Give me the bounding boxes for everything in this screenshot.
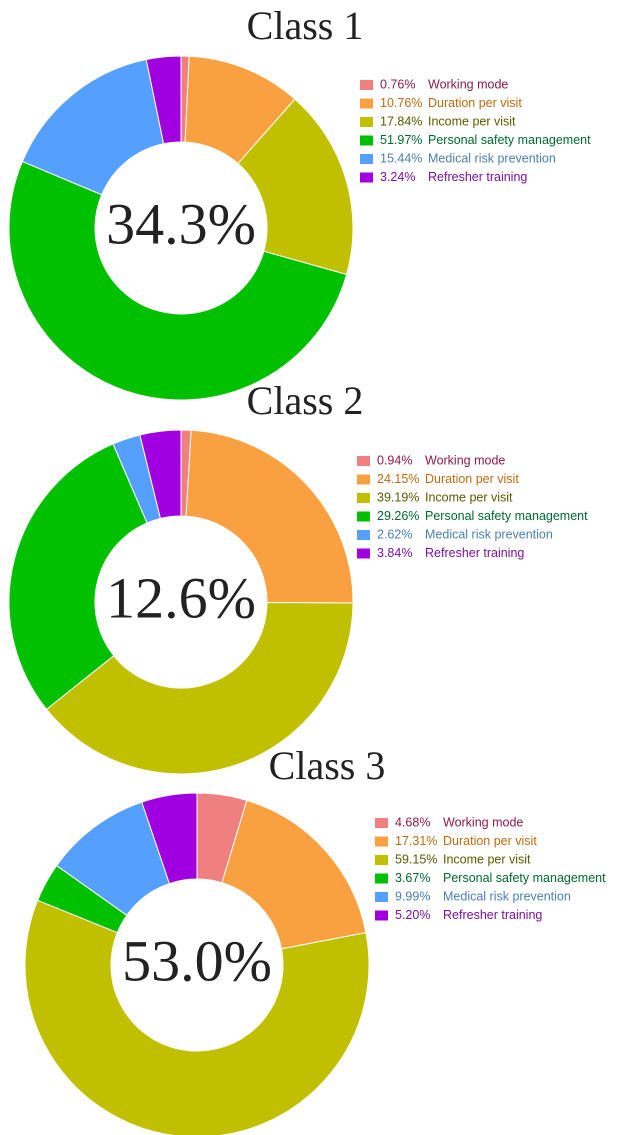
legend-label: Refresher training: [443, 908, 542, 922]
legend-label: Medical risk prevention: [425, 527, 553, 541]
legend-label: Medical risk prevention: [443, 889, 571, 903]
chart-title: Class 1: [247, 3, 364, 48]
chart-title: Class 2: [247, 378, 364, 423]
legend-label: Personal safety management: [428, 133, 591, 147]
legend-swatch: [375, 818, 388, 828]
legend-value: 3.67%: [395, 871, 430, 885]
legend-value: 10.76%: [380, 96, 422, 110]
donut-slice: [141, 792, 198, 885]
legend-swatch: [360, 117, 373, 127]
legend-swatch: [357, 474, 370, 485]
legend-label: Duration per visit: [425, 472, 519, 486]
center-label: 12.6%: [106, 565, 256, 630]
legend-swatch: [357, 530, 370, 540]
legend-swatch: [360, 135, 373, 146]
legend-value: 9.99%: [395, 889, 430, 903]
legend-value: 29.26%: [377, 509, 419, 523]
legend-value: 3.84%: [377, 546, 412, 560]
legend-value: 0.94%: [377, 453, 412, 467]
legend-swatch: [375, 855, 388, 865]
legend-label: Income per visit: [428, 114, 516, 128]
donut-slice: [139, 429, 182, 520]
donut-slice: [185, 429, 354, 604]
legend-value: 4.68%: [395, 815, 430, 829]
legend-value: 51.97%: [380, 133, 422, 147]
legend-label: Income per visit: [425, 490, 513, 504]
legend-value: 5.20%: [395, 908, 430, 922]
legend-label: Duration per visit: [443, 834, 537, 848]
legend-swatch: [375, 910, 388, 921]
legend-label: Personal safety management: [425, 509, 588, 523]
center-label: 34.3%: [106, 191, 256, 256]
legend-label: Working mode: [425, 453, 505, 467]
legend-label: Working mode: [443, 815, 523, 829]
donut-slice: [237, 98, 354, 276]
legend-value: 3.24%: [380, 170, 415, 184]
donut-slice: [21, 58, 165, 196]
legend-label: Medical risk prevention: [428, 151, 556, 165]
legend-swatch: [360, 80, 373, 90]
donut-slice: [45, 601, 354, 775]
legend-value: 15.44%: [380, 151, 422, 165]
donut-slice: [221, 799, 367, 950]
center-label: 53.0%: [122, 928, 272, 993]
legend-value: 17.84%: [380, 114, 422, 128]
legend-value: 0.76%: [380, 77, 415, 91]
donut-slice: [24, 899, 370, 1135]
legend-label: Working mode: [428, 77, 508, 91]
legend-swatch: [357, 511, 370, 522]
legend-swatch: [357, 548, 370, 559]
chart-title: Class 3: [269, 743, 386, 788]
legend-swatch: [360, 154, 373, 164]
legend-value: 24.15%: [377, 472, 419, 486]
legend-swatch: [360, 98, 373, 109]
legend-swatch: [375, 892, 388, 902]
legend-swatch: [375, 873, 388, 884]
legend-label: Personal safety management: [443, 871, 606, 885]
legend-swatch: [357, 456, 370, 466]
donut-slice: [8, 160, 348, 401]
legend-label: Income per visit: [443, 852, 531, 866]
legend-label: Duration per visit: [428, 96, 522, 110]
legend-value: 2.62%: [377, 527, 412, 541]
legend-swatch: [375, 836, 388, 847]
legend-value: 59.15%: [395, 852, 437, 866]
donut-slice: [145, 55, 182, 145]
legend-swatch: [357, 493, 370, 503]
legend-value: 17.31%: [395, 834, 437, 848]
legend-value: 39.19%: [377, 490, 419, 504]
legend-label: Refresher training: [428, 170, 527, 184]
legend-swatch: [360, 172, 373, 183]
donut-slice: [8, 443, 148, 710]
legend-label: Refresher training: [425, 546, 524, 560]
